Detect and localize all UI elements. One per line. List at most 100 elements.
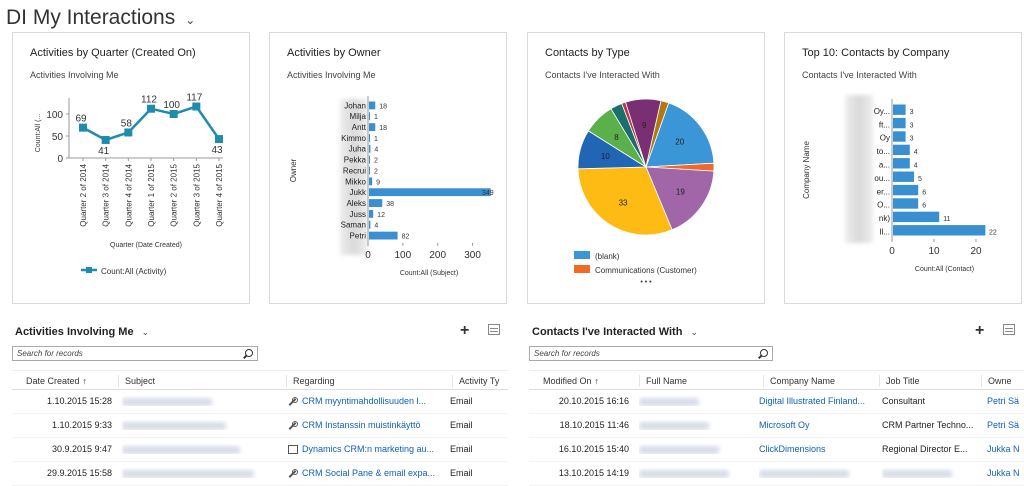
grid-title-text[interactable]: Contacts I've Interacted With bbox=[532, 326, 683, 338]
column-header-date-created[interactable]: Date Created ↑ bbox=[26, 376, 88, 386]
y-axis-label: Owner bbox=[289, 158, 298, 182]
data-label: 4 bbox=[914, 149, 918, 156]
chart-card-activities-by-owner: Activities by Owner Activities Involving… bbox=[269, 32, 507, 304]
search-icon[interactable] bbox=[758, 348, 768, 359]
bar bbox=[893, 117, 906, 129]
add-record-icon[interactable]: + bbox=[975, 322, 985, 339]
grid-title-text[interactable]: Activities Involving Me bbox=[15, 326, 134, 338]
company-link[interactable]: ClickDimensions bbox=[759, 444, 826, 454]
data-point bbox=[101, 135, 110, 144]
wrench-icon bbox=[288, 420, 298, 431]
grid-title[interactable]: Activities Involving Me ⌄ bbox=[15, 326, 149, 338]
data-label: 9 bbox=[376, 179, 380, 186]
bar bbox=[369, 177, 373, 186]
company-bar-chart[interactable]: Oy... 3 ft... 3 Oy 3 to... 4 a... 4 ou... 5 er... 6 O.… bbox=[785, 33, 1022, 304]
x-axis-label: Quarter (Date Created) bbox=[110, 242, 182, 249]
job-title-cell: CRM Partner Techno... bbox=[882, 420, 974, 430]
bar bbox=[893, 211, 940, 223]
column-header-regarding[interactable]: Regarding bbox=[286, 375, 335, 387]
grid-view-icon[interactable] bbox=[488, 324, 500, 335]
page-title[interactable]: DI My Interactions bbox=[6, 6, 176, 29]
subject-cell[interactable] bbox=[122, 444, 272, 454]
owner-link[interactable]: Jukka N bbox=[987, 468, 1020, 478]
chart-card-contacts-by-type: Contacts by Type Contacts I've Interacte… bbox=[527, 32, 765, 304]
category-label: ft... bbox=[879, 120, 890, 129]
regarding-link[interactable]: CRM Social Pane & email expa... bbox=[288, 468, 448, 479]
regarding-link[interactable]: Dynamics CRM:n marketing au... bbox=[288, 444, 448, 455]
owner-link[interactable]: Petri Sä bbox=[987, 420, 1020, 430]
category-label: er... bbox=[877, 187, 890, 196]
category-label: nk) bbox=[879, 214, 890, 223]
chart-subtitle: Activities Involving Me bbox=[287, 70, 376, 80]
subject-cell[interactable] bbox=[122, 396, 272, 406]
search-icon[interactable] bbox=[243, 348, 253, 359]
subject-cell[interactable] bbox=[122, 468, 272, 478]
chevron-down-icon[interactable]: ⌄ bbox=[185, 13, 196, 27]
search-box[interactable]: Search for records bbox=[12, 346, 258, 361]
column-header-modified-on[interactable]: Modified On ↑ bbox=[543, 376, 600, 386]
full-name-cell[interactable] bbox=[639, 444, 749, 454]
data-label: 3 bbox=[910, 136, 914, 143]
company-link[interactable]: Microsoft Oy bbox=[759, 420, 810, 430]
grid-view-icon[interactable] bbox=[1003, 324, 1015, 335]
date-cell: 1.10.2015 9:33 bbox=[51, 420, 112, 430]
x-tick-label: 0 bbox=[365, 250, 371, 261]
chevron-down-icon[interactable]: ⌄ bbox=[690, 326, 698, 337]
search-box[interactable]: Search for records bbox=[529, 346, 773, 361]
table-row[interactable]: 16.10.2015 15:40 ClickDimensions Regional … bbox=[529, 438, 1024, 462]
grid-title[interactable]: Contacts I've Interacted With ⌄ bbox=[532, 326, 698, 338]
full-name-cell[interactable] bbox=[639, 420, 749, 430]
column-header-company-name[interactable]: Company Name bbox=[763, 375, 835, 387]
x-tick-label: Quarter 2 of 2015 bbox=[170, 163, 179, 226]
full-name-cell[interactable] bbox=[639, 396, 749, 406]
legend-swatch bbox=[574, 251, 590, 259]
regarding-link[interactable]: CRM Instanssin muistinkäyttö bbox=[288, 420, 448, 431]
table-row[interactable]: 1.10.2015 15:28 CRM myyntimahdollisuuden … bbox=[12, 390, 508, 414]
column-header-owner[interactable]: Owne bbox=[981, 375, 1012, 387]
slice-label: 8 bbox=[614, 133, 619, 142]
owner-bar-chart[interactable]: Johan 18 Milja 1 Antt 18 Kimmo 1 Juha 4 Pekka 2 Recr… bbox=[270, 33, 507, 304]
search-input[interactable]: Search for records bbox=[17, 349, 83, 358]
data-label: 69 bbox=[75, 114, 87, 125]
company-link[interactable]: Digital Illustrated Finland... bbox=[759, 396, 866, 406]
chart-card-activities-by-quarter: Activities by Quarter (Created On) Activ… bbox=[12, 32, 250, 304]
bar bbox=[369, 134, 370, 142]
pie-chart[interactable]: 20 19 33 10 8 9 (blank) Communications (Custome… bbox=[528, 33, 765, 304]
column-header-full-name[interactable]: Full Name bbox=[639, 375, 687, 387]
owner-link[interactable]: Petri Sä bbox=[987, 396, 1020, 406]
date-cell: 30.9.2015 9:47 bbox=[51, 444, 112, 454]
company-link[interactable] bbox=[759, 468, 875, 478]
chevron-down-icon[interactable]: ⌄ bbox=[141, 326, 150, 337]
slice-label: 20 bbox=[675, 138, 684, 147]
category-label: Jukk bbox=[350, 188, 367, 197]
blurred-owner-names bbox=[340, 99, 368, 255]
activity-type-cell: Email bbox=[450, 444, 473, 454]
subject-cell[interactable] bbox=[122, 420, 272, 430]
column-header-activity-type[interactable]: Activity Ty bbox=[452, 375, 499, 387]
table-row[interactable]: 29.9.2015 15:58 CRM Social Pane & email e… bbox=[12, 462, 508, 486]
full-name-cell[interactable] bbox=[639, 468, 749, 478]
modified-date-cell: 20.10.2015 16:16 bbox=[558, 396, 629, 406]
table-row[interactable]: 1.10.2015 9:33 CRM Instanssin muistinkäyt… bbox=[12, 414, 508, 438]
data-point bbox=[169, 110, 178, 118]
x-tick-label: 10 bbox=[928, 246, 940, 257]
category-label: Recrui bbox=[343, 166, 366, 175]
search-input[interactable]: Search for records bbox=[534, 349, 600, 358]
data-label: 58 bbox=[121, 118, 133, 129]
category-label: ou... bbox=[874, 174, 890, 183]
column-header-job-title[interactable]: Job Title bbox=[879, 375, 920, 387]
column-header-subject[interactable]: Subject bbox=[118, 375, 155, 387]
regarding-link[interactable]: CRM myyntimahdollisuuden l... bbox=[288, 396, 448, 407]
table-row[interactable]: 20.10.2015 16:16 Digital Illustrated Finl… bbox=[529, 390, 1024, 414]
owner-link[interactable]: Jukka N bbox=[987, 444, 1020, 454]
job-title-cell bbox=[882, 468, 978, 478]
line-chart[interactable]: 0 50 100 Count:All (... 69 41 58 112 100 117 43 Qua… bbox=[13, 33, 250, 304]
data-label: 3 bbox=[910, 109, 914, 116]
add-record-icon[interactable]: + bbox=[460, 322, 470, 339]
table-row[interactable]: 30.9.2015 9:47 Dynamics CRM:n marketing a… bbox=[12, 438, 508, 462]
table-row[interactable]: 13.10.2015 14:19 Jukka N bbox=[529, 462, 1024, 486]
x-tick-label: 100 bbox=[395, 250, 412, 261]
table-row[interactable]: 18.10.2015 11:46 Microsoft Oy CRM Partner … bbox=[529, 414, 1024, 438]
y-axis-label: Company Name bbox=[802, 141, 811, 199]
category-label: Juss bbox=[350, 210, 366, 219]
